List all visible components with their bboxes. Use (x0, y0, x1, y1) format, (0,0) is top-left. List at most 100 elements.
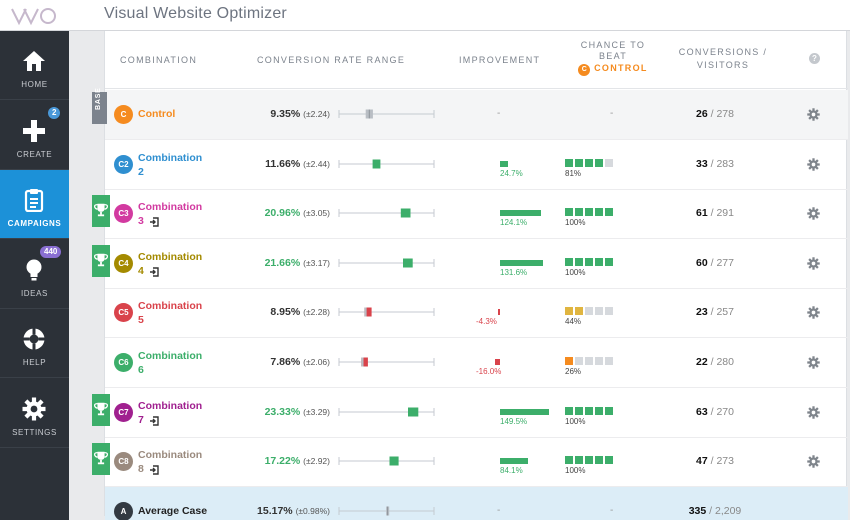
average-row: A Average Case 15.17% (±0.98%) - - 335 / 2,20… (105, 486, 848, 520)
clipboard-icon (24, 189, 44, 212)
combination-number: 7 (138, 413, 144, 426)
chance-block (565, 257, 573, 266)
login-icon (150, 415, 159, 426)
results-table: COMBINATION CONVERSION RATE RANGE IMPROV… (92, 31, 848, 520)
combination-name[interactable]: Combination (138, 201, 203, 214)
login-icon (150, 217, 159, 227)
combination-name[interactable]: Combination (138, 449, 203, 462)
combination-badge: C8 (114, 452, 133, 472)
rate-margin: (±2.24) (303, 109, 330, 119)
combination-name[interactable]: Combination (138, 350, 203, 362)
header-conversions: CONVERSIONS / VISITORS (673, 47, 773, 70)
rate-margin: (±2.06) (303, 357, 330, 367)
conversion-range-plot (338, 109, 435, 119)
gear-icon[interactable] (807, 405, 820, 419)
chance-block (595, 257, 603, 266)
chance-block (585, 257, 593, 266)
combination-badge: C7 (114, 402, 133, 422)
winner-tag (92, 195, 110, 228)
gear-icon[interactable] (807, 108, 820, 121)
chance-block (575, 357, 583, 365)
chance-value: 100% (565, 218, 586, 228)
separator: / (706, 504, 715, 517)
conversions-count: 61 (696, 207, 708, 220)
combination-name[interactable]: Combination (138, 399, 203, 412)
combination-name[interactable]: Combination (138, 250, 203, 263)
combination-name[interactable]: Control (138, 108, 176, 120)
conversion-rate: 8.95% (±2.28) (220, 306, 330, 318)
conversions-visitors: 47 / 273 (665, 455, 765, 467)
chance-value: 100% (565, 466, 586, 476)
gear-icon[interactable] (807, 455, 820, 468)
sidebar-item-ideas[interactable]: IDEAS 440 (0, 240, 69, 309)
visitors-count: 283 (716, 157, 734, 170)
chance-block (565, 456, 573, 465)
trophy-icon (93, 203, 109, 217)
improvement-bar (500, 408, 550, 415)
chance-block (575, 307, 583, 316)
conversions-visitors: 33 / 283 (665, 158, 765, 170)
improvement-value: - (497, 108, 501, 119)
table-row: BASE C Control 9.35% (±2.24) - - 26 / 278 (92, 87, 848, 140)
sidebar-item-campaigns[interactable]: CAMPAIGNS (0, 170, 69, 239)
sidebar-item-create[interactable]: CREATE 2 (0, 101, 69, 170)
winner-tag (92, 393, 110, 426)
conversion-rate: 15.17% (±0.98%) (220, 505, 330, 517)
conversions-count: 23 (696, 306, 708, 319)
sidebar-item-settings[interactable]: SETTINGS (0, 379, 69, 448)
plus-icon (23, 119, 45, 142)
conversion-range-plot (338, 159, 435, 169)
base-tag: BASE (92, 87, 107, 124)
separator: / (707, 306, 717, 319)
chance-block (605, 158, 613, 167)
chance-block (565, 158, 573, 167)
sidebar-item-home[interactable]: HOME (0, 31, 69, 100)
chance-block (585, 208, 593, 217)
sidebar-item-help[interactable]: HELP (0, 309, 69, 378)
home-icon (23, 51, 45, 71)
table-row: C6 Combination 6 7.86% (±2.06) -16.0% 26% 22 /… (105, 338, 848, 388)
table-header: COMBINATION CONVERSION RATE RANGE IMPROV… (105, 31, 848, 89)
chance-block (605, 257, 613, 266)
help-icon[interactable]: ? (809, 53, 820, 64)
visitors-count: 257 (716, 306, 734, 319)
visitors-count: 273 (716, 455, 734, 468)
conversions-count: 63 (696, 405, 708, 418)
improvement-bar (500, 160, 509, 167)
gear-icon[interactable] (807, 356, 820, 369)
combination-name[interactable]: Combination (138, 151, 203, 164)
conversions-visitors: 22 / 280 (665, 356, 765, 368)
combination-badge: C4 (114, 253, 133, 273)
combination-name[interactable]: Combination (138, 300, 203, 313)
rate-margin: (±2.44) (303, 158, 330, 169)
chance-value: 100% (565, 267, 586, 277)
chance-block (575, 257, 583, 266)
combination-badge: C2 (114, 154, 133, 174)
header-combination: COMBINATION (120, 55, 198, 65)
conversions-visitors: 26 / 278 (665, 108, 765, 120)
separator: / (707, 356, 717, 368)
control-badge-icon: C (578, 64, 591, 76)
chance-block (565, 357, 573, 365)
separator: / (707, 256, 717, 269)
sidebar-item-label: HOME (21, 80, 48, 89)
conversion-rate: 11.66% (±2.44) (220, 158, 330, 170)
gear-icon[interactable] (807, 257, 820, 270)
login-icon (150, 465, 159, 475)
trophy-icon (93, 402, 109, 415)
gear-icon[interactable] (807, 306, 820, 320)
range-overlap (364, 307, 367, 317)
sidebar-item-label: SETTINGS (12, 427, 57, 437)
combination-name[interactable]: Average Case (138, 504, 208, 517)
conversion-rate: 23.33% (±3.29) (220, 406, 330, 418)
rate-value: 17.22% (264, 455, 301, 468)
conversion-range-plot (338, 506, 435, 516)
gear-icon[interactable] (807, 207, 820, 220)
chance-block (575, 208, 583, 217)
conversion-rate: 17.22% (±2.92) (220, 455, 330, 467)
sidebar-item-label: IDEAS (20, 288, 48, 298)
separator: / (707, 108, 717, 120)
chance-block (605, 357, 613, 365)
gear-icon[interactable] (807, 157, 820, 171)
rate-margin: (±2.92) (303, 456, 330, 467)
